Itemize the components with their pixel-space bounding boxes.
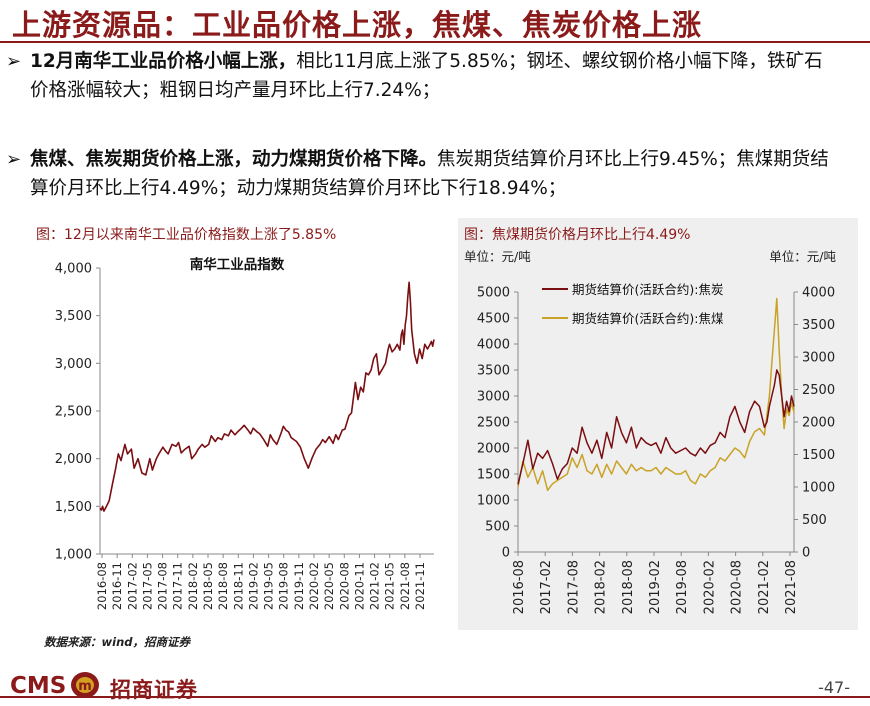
y-right-tick-label: 3500 (802, 318, 835, 333)
y-left-tick-label: 2000 (477, 442, 510, 457)
y-left-tick-label: 5000 (477, 286, 510, 301)
y-left-tick-label: 4000 (477, 338, 510, 353)
x-tick-label: 2021-02 (368, 562, 382, 610)
nanhua-chart-svg: 南华工业品指数 1,000 1,500 2,000 2,500 3,000 3,500 4,0… (55, 256, 435, 610)
bullet-text: 相比11月底上涨了5.85%；钢坯、螺纹钢价格小幅下降，铁矿石价格涨幅较大；粗钢… (30, 51, 823, 101)
y-tick-label: 4,000 (55, 262, 92, 277)
x-tick-label: 2017-08 (156, 562, 170, 610)
bullet-text: 焦炭期货结算价月环比上行9.45%；焦煤期货结算价月环比上行4.49%；动力煤期… (30, 149, 829, 199)
x-tick-label: 2019-02 (648, 560, 663, 614)
x-tick-label: 2017-02 (539, 560, 554, 614)
unit-label-left: 单位：元/吨 (464, 249, 531, 264)
x-tick-label: 2019-08 (277, 562, 291, 610)
arrow-bullet-icon: ➢ (6, 149, 22, 170)
x-tick-label: 2019-05 (262, 562, 276, 610)
coke-futures-chart: 图：焦煤期货价格月环比上行4.49% 单位：元/吨 单位：元/吨 0 500 100… (458, 218, 858, 630)
cms-badge-icon: m (71, 672, 99, 698)
x-tick-label: 2018-08 (621, 560, 636, 614)
y-right-tick-label: 0 (802, 546, 810, 561)
x-tick-label: 2021-05 (383, 562, 397, 610)
footer-divider (0, 696, 870, 698)
arrow-bullet-icon: ➢ (6, 51, 22, 72)
x-tick-label: 2018-08 (216, 562, 230, 610)
legend-label: 期货结算价(活跃合约):焦煤 (572, 311, 724, 326)
data-source-note: 数据来源：wind，招商证券 (44, 635, 190, 649)
y-right-tick-label: 500 (802, 513, 827, 528)
x-tick-label: 2021-11 (413, 562, 427, 610)
chart-caption: 图：焦煤期货价格月环比上行4.49% (464, 227, 691, 243)
nanhua-index-chart: 图：12月以来南华工业品价格指数上涨了5.85% 南华工业品指数 1,000 1,5… (30, 218, 440, 630)
y-tick-label: 2,500 (55, 405, 92, 420)
x-tick-label: 2016-08 (512, 560, 527, 614)
y-tick-label: 1,000 (55, 548, 92, 563)
y-left-tick-label: 2500 (477, 416, 510, 431)
x-tick-label: 2020-02 (307, 562, 321, 610)
x-tick-label: 2016-08 (95, 562, 109, 610)
x-tick-label: 2019-11 (292, 562, 306, 610)
coke-chart-svg: 0500100015002000250030003500400045005000… (477, 282, 835, 614)
x-tick-label: 2020-08 (730, 560, 745, 614)
y-tick-label: 2,000 (55, 452, 92, 467)
y-left-tick-label: 1000 (477, 494, 510, 509)
chart-caption: 图：12月以来南华工业品价格指数上涨了5.85% (36, 227, 337, 243)
y-left-tick-label: 0 (502, 546, 510, 561)
y-right-tick-label: 3000 (802, 351, 835, 366)
y-right-tick-label: 1500 (802, 448, 835, 463)
x-tick-label: 2021-08 (784, 560, 799, 614)
y-left-tick-label: 3000 (477, 390, 510, 405)
x-tick-label: 2018-05 (201, 562, 215, 610)
y-right-tick-label: 2000 (802, 416, 835, 431)
chart-title: 南华工业品指数 (190, 256, 285, 273)
bullet-item: ➢ 焦煤、焦炭期货价格上涨，动力煤期货价格下降。焦炭期货结算价月环比上行9.45… (6, 145, 840, 203)
title-divider (0, 41, 870, 43)
bullet-bold-text: 焦煤、焦炭期货价格上涨，动力煤期货价格下降。 (30, 149, 438, 170)
series-line-coke (517, 369, 795, 485)
y-right-tick-label: 2500 (802, 383, 835, 398)
x-tick-label: 2018-02 (594, 560, 609, 614)
series-line-coking-coal (517, 297, 795, 492)
x-tick-label: 2018-11 (231, 562, 245, 610)
legend-label: 期货结算价(活跃合约):焦炭 (572, 282, 723, 297)
company-name: 招商证券 (110, 678, 198, 702)
y-left-tick-label: 4500 (477, 312, 510, 327)
y-right-tick-label: 1000 (802, 481, 835, 496)
x-tick-label: 2017-11 (171, 562, 185, 610)
x-tick-label: 2017-08 (566, 560, 581, 614)
y-left-tick-label: 3500 (477, 364, 510, 379)
x-tick-label: 2021-08 (398, 562, 412, 610)
series-line-nanhua (99, 281, 435, 512)
x-tick-label: 2020-05 (322, 562, 336, 610)
y-left-tick-label: 500 (485, 520, 510, 535)
bullet-item: ➢ 12月南华工业品价格小幅上涨，相比11月底上涨了5.85%；钢坯、螺纹钢价格… (6, 47, 840, 105)
y-right-tick-label: 4000 (802, 286, 835, 301)
y-left-tick-label: 1500 (477, 468, 510, 483)
page-title: 上游资源品：工业品价格上涨，焦煤、焦炭价格上涨 (12, 8, 703, 42)
x-tick-label: 2017-02 (125, 562, 139, 610)
x-tick-label: 2020-11 (352, 562, 366, 610)
x-tick-label: 2021-02 (757, 560, 772, 614)
bullet-bold-text: 12月南华工业品价格小幅上涨， (30, 51, 297, 72)
y-tick-label: 3,500 (55, 309, 92, 324)
x-tick-label: 2019-08 (675, 560, 690, 614)
page-number: -47- (818, 678, 850, 697)
x-tick-label: 2020-02 (702, 560, 717, 614)
x-tick-label: 2016-11 (110, 562, 124, 610)
y-tick-label: 1,500 (55, 500, 92, 515)
cms-logo-text: CMS (10, 673, 67, 699)
x-tick-label: 2020-08 (337, 562, 351, 610)
x-tick-label: 2018-02 (186, 562, 200, 610)
svg-text:m: m (78, 679, 92, 694)
x-tick-label: 2017-05 (140, 562, 154, 610)
y-tick-label: 3,000 (55, 357, 92, 372)
unit-label-right: 单位：元/吨 (769, 249, 836, 264)
x-tick-label: 2019-02 (246, 562, 260, 610)
